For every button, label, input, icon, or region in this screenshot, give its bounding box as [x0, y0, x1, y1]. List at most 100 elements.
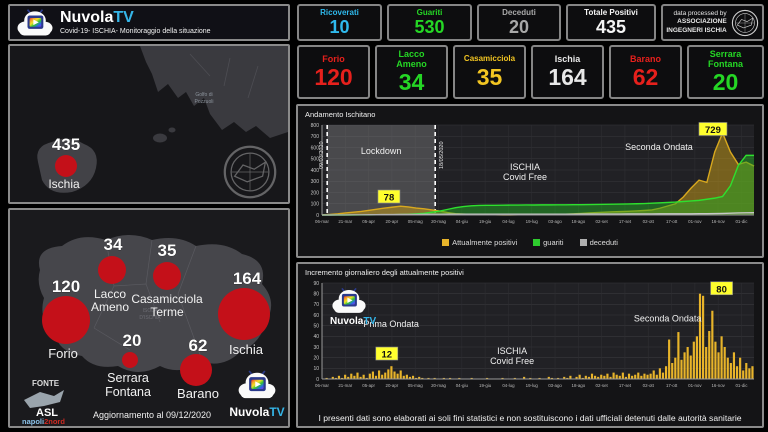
- trend-chart-panel: Andamento Ischitano 0 100 200 300 400 500 600 7…: [296, 104, 764, 258]
- bubble-name: Ischia: [229, 342, 264, 357]
- svg-text:800: 800: [311, 123, 320, 129]
- asl-label: ASL: [36, 407, 58, 419]
- svg-text:300: 300: [311, 179, 320, 185]
- svg-text:02-set: 02-set: [596, 219, 609, 224]
- svg-text:40: 40: [313, 334, 319, 340]
- stat-casamicciola: Casamicciola 35: [453, 45, 526, 99]
- svg-text:02-ott: 02-ott: [643, 219, 655, 224]
- trend-chart-title: Andamento Ischitano: [305, 110, 376, 119]
- svg-text:20-mag: 20-mag: [431, 383, 446, 388]
- asl-source-logo: FONTE ASL napoli2nord: [22, 379, 65, 426]
- svg-text:05-mag: 05-mag: [408, 219, 423, 224]
- svg-text:80: 80: [313, 291, 319, 297]
- credit-box: data processed by ASSOCIAZIONE INGEGNERI…: [661, 4, 764, 41]
- svg-text:19-giu: 19-giu: [479, 383, 492, 388]
- stat-label: Serrara Fontana: [708, 48, 743, 69]
- svg-text:60: 60: [313, 313, 319, 319]
- bubble-value: 34: [104, 235, 123, 254]
- total-cases-bubble: [55, 155, 77, 177]
- credit-line1: data processed by: [673, 10, 727, 18]
- wm-tv: TV: [363, 316, 377, 327]
- svg-text:Covid Free: Covid Free: [490, 356, 534, 366]
- total-cases-value: 435: [52, 135, 80, 154]
- stat-label: Casamicciola: [463, 54, 516, 64]
- stat-serrara-fontana: Serrara Fontana 20: [687, 45, 764, 99]
- legend-item: Attualmente positivi: [442, 238, 517, 247]
- stat-label: Lacco Ameno: [396, 48, 427, 69]
- svg-text:03-ago: 03-ago: [548, 219, 562, 224]
- bubble-name-2: Fontana: [105, 385, 151, 399]
- svg-text:05-mag: 05-mag: [408, 383, 423, 388]
- svg-text:30: 30: [313, 345, 319, 351]
- legend-item: deceduti: [579, 238, 618, 247]
- mainland-shape: [140, 46, 288, 138]
- footer-brand-tv: TV: [269, 405, 284, 419]
- daily-increase-chart-panel: Incremento giornaliero degli attualmente…: [296, 262, 764, 428]
- legend-item: guariti: [533, 238, 564, 247]
- svg-text:100: 100: [311, 202, 320, 208]
- detail-map-panel: ISOLA D'ISCHIA 120 Forio 34 Lacco Ameno …: [8, 208, 290, 428]
- bubble-name: Casamicciola: [131, 292, 203, 306]
- stat-lacco-ameno: Lacco Ameno 34: [375, 45, 448, 99]
- bubble-lacco-ameno: 34 Lacco Ameno: [91, 235, 129, 314]
- bubble-value: 20: [123, 331, 142, 350]
- svg-text:700: 700: [311, 134, 320, 140]
- update-date-label: Aggiornamento al 09/12/2020: [93, 410, 211, 420]
- svg-text:05-apr: 05-apr: [362, 383, 375, 388]
- svg-text:19-giu: 19-giu: [479, 219, 492, 224]
- nuvolatv-watermark-icon: [331, 287, 367, 314]
- bubble-name: Lacco: [94, 287, 126, 301]
- stat-label: Barano: [629, 53, 661, 64]
- stat-guariti: Guariti 530: [387, 4, 472, 41]
- brand-tv: TV: [113, 9, 134, 26]
- asl-napoli: napoli: [22, 417, 44, 426]
- svg-text:70: 70: [313, 302, 319, 308]
- legend-swatch-positivi: [442, 239, 450, 246]
- svg-text:19-lug: 19-lug: [526, 219, 539, 224]
- svg-text:16-nov: 16-nov: [711, 383, 725, 388]
- legend-swatch-guariti: [533, 239, 541, 246]
- svg-text:04-lug: 04-lug: [502, 383, 515, 388]
- svg-text:ISCHIA: ISCHIA: [497, 346, 527, 356]
- svg-text:600: 600: [311, 145, 320, 151]
- stat-label: Deceduti: [502, 7, 536, 17]
- svg-text:19-lug: 19-lug: [526, 383, 539, 388]
- asl-sub-label: napoli2nord: [22, 417, 65, 426]
- brand-title: NuvolaTV: [60, 10, 211, 26]
- svg-text:50: 50: [313, 323, 319, 329]
- dashboard-subtitle: Covid-19- ISCHIA- Monitoraggio della sit…: [60, 28, 211, 35]
- svg-text:04-lug: 04-lug: [502, 219, 515, 224]
- bubble-value: 35: [158, 241, 177, 260]
- stat-label: Forio: [322, 53, 345, 64]
- svg-text:12: 12: [382, 350, 393, 361]
- procida-shape: [153, 133, 167, 143]
- stat-totale-positivi: Totale Positivi 435: [566, 4, 656, 41]
- island-name-label: Ischia: [48, 177, 80, 191]
- bubble-name-2: Ameno: [91, 300, 129, 314]
- ischia-detail-map: ISOLA D'ISCHIA 120 Forio 34 Lacco Ameno …: [22, 235, 285, 426]
- svg-text:Prima Ondata: Prima Ondata: [363, 319, 419, 329]
- wm-nuvola: Nuvola: [330, 316, 364, 327]
- bubble-value: 164: [233, 269, 262, 288]
- credit-text: data processed by ASSOCIAZIONE INGEGNERI…: [666, 10, 726, 34]
- trend-chart-legend: Attualmente positivi guariti deceduti: [298, 238, 762, 247]
- svg-text:06-mar: 06-mar: [315, 219, 329, 224]
- gulf-of-naples-map: Golfo di Pozzuoli 435 Ischia: [37, 46, 288, 199]
- legend-label: Attualmente positivi: [452, 238, 518, 247]
- svg-text:01-nov: 01-nov: [688, 383, 702, 388]
- case-bubble: [98, 256, 126, 284]
- stat-value: 34: [398, 69, 425, 96]
- bubble-value: 120: [52, 277, 80, 296]
- legend-swatch-deceduti: [579, 239, 587, 246]
- svg-text:06-mar: 06-mar: [315, 383, 329, 388]
- bubble-name-2: Terme: [150, 305, 184, 319]
- svg-text:0: 0: [316, 377, 319, 383]
- nuvolatv-footer-label: NuvolaTV: [229, 405, 284, 419]
- stat-value: 35: [476, 63, 503, 90]
- nuvolatv-footer-logo-icon: [237, 370, 277, 400]
- credit-line2: ASSOCIAZIONE: [677, 18, 727, 26]
- stat-value: 10: [329, 17, 350, 38]
- stat-label: Ischia: [554, 53, 581, 64]
- bubble-value: 62: [189, 336, 208, 355]
